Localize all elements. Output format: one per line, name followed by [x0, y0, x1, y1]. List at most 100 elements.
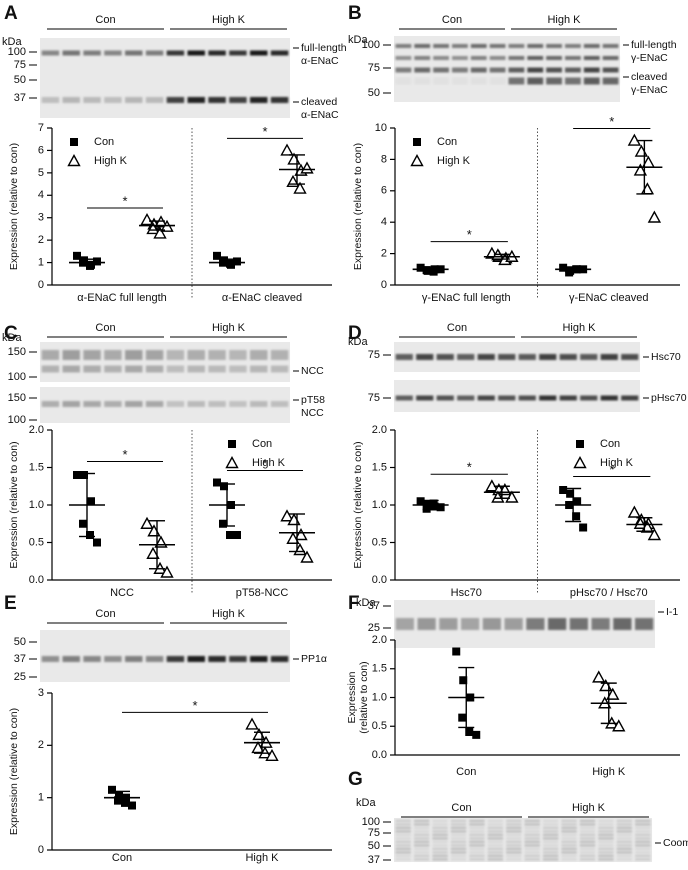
- blot-band: [616, 848, 633, 850]
- blot-label: pHsc70: [651, 392, 687, 404]
- blot-band: [542, 827, 559, 829]
- blot-band: [579, 844, 596, 847]
- point: [452, 647, 461, 656]
- y-tick-label: 6: [381, 185, 387, 197]
- y-tick-label: 1.5: [372, 663, 387, 675]
- marker-label: 37: [368, 854, 380, 865]
- blot-band: [187, 656, 205, 662]
- blot-label: I-1: [666, 606, 678, 618]
- lane-group-label: High K: [212, 322, 246, 334]
- blot-band: [598, 844, 614, 847]
- blot-label: γ-ENaC: [631, 84, 668, 96]
- blot-band: [416, 354, 434, 360]
- y-tick-label: 2.0: [372, 424, 387, 436]
- blot-band: [433, 44, 449, 48]
- blot-band: [469, 844, 485, 847]
- x-category-label: γ-ENaC full length: [422, 292, 511, 304]
- legend-marker: [67, 154, 81, 167]
- blot-background: [394, 380, 640, 412]
- y-tick-label: 1: [38, 256, 44, 268]
- point: [559, 263, 568, 272]
- blot-band: [83, 350, 101, 360]
- blot-band: [518, 354, 536, 360]
- blot-band: [41, 365, 60, 373]
- blot-band: [145, 350, 164, 360]
- point: [114, 796, 122, 805]
- blot-band: [469, 827, 485, 829]
- blot-unit: kDa: [356, 797, 376, 809]
- blot-band: [452, 44, 468, 48]
- blot-band: [524, 848, 540, 850]
- marker-label: 100: [362, 816, 380, 828]
- point: [226, 531, 234, 539]
- blot-band: [546, 56, 562, 60]
- blot-band: [62, 656, 80, 662]
- blot-band: [229, 50, 247, 56]
- legend-label: Con: [600, 438, 620, 450]
- blot-band: [506, 837, 522, 840]
- blot-band: [506, 855, 522, 857]
- blot-band: [166, 50, 185, 56]
- blot-band: [395, 851, 411, 854]
- blot-band: [524, 851, 540, 854]
- lane-group-label: Con: [95, 322, 115, 334]
- blot-label: full-length: [631, 39, 677, 51]
- blot-band: [469, 841, 485, 843]
- blot-band: [432, 827, 448, 829]
- blot-band: [602, 56, 619, 60]
- blot-band: [396, 78, 412, 85]
- blot-band: [41, 350, 60, 360]
- y-tick-label: 0: [38, 844, 44, 856]
- blot-band: [187, 97, 205, 103]
- point: [73, 471, 81, 479]
- blot-band: [470, 77, 487, 85]
- blot-band: [498, 354, 516, 360]
- blot-unit: kDa: [356, 597, 376, 609]
- blot-band: [598, 851, 614, 854]
- blot-band: [250, 50, 268, 56]
- blot-band: [616, 834, 633, 836]
- point: [465, 728, 474, 736]
- marker-label: 75: [368, 349, 380, 361]
- blot-band: [413, 844, 430, 847]
- y-axis-label: Expression (relative to con): [8, 441, 20, 568]
- blot-band: [591, 618, 610, 630]
- blot-band: [569, 618, 589, 630]
- marker-label: 25: [14, 671, 26, 683]
- point: [226, 259, 234, 268]
- blot-band: [395, 827, 411, 829]
- blot-band: [469, 830, 485, 833]
- blot-band: [433, 56, 449, 60]
- blot-band: [469, 820, 485, 822]
- blot-unit: kDa: [2, 36, 22, 48]
- blot-band: [561, 834, 577, 836]
- y-tick-label: 2: [381, 248, 387, 260]
- point: [220, 482, 228, 491]
- blot-band: [524, 844, 540, 847]
- blot-band: [616, 855, 633, 857]
- y-tick-label: 1.0: [29, 499, 44, 511]
- blot-band: [561, 851, 577, 854]
- significance-label: *: [609, 114, 614, 129]
- blot-band: [395, 354, 413, 360]
- legend-marker: [576, 440, 584, 448]
- blot-band: [635, 858, 651, 861]
- blot-bands: [395, 618, 654, 630]
- blot-band: [414, 44, 431, 48]
- blot-band: [542, 841, 559, 843]
- point: [429, 499, 438, 508]
- blot-band: [635, 827, 651, 829]
- blot-band: [439, 618, 458, 630]
- blot-band: [489, 67, 506, 73]
- blot-band: [635, 844, 651, 847]
- marker-label: 37: [14, 653, 26, 665]
- blot-band: [413, 855, 430, 857]
- significance-label: *: [262, 456, 267, 471]
- blot-band: [395, 844, 411, 847]
- blot-band: [539, 395, 557, 401]
- blot-band: [270, 50, 289, 56]
- blot-band: [469, 823, 485, 826]
- blot-band: [41, 50, 60, 56]
- significance-label: *: [192, 698, 197, 713]
- blot-band: [145, 365, 164, 373]
